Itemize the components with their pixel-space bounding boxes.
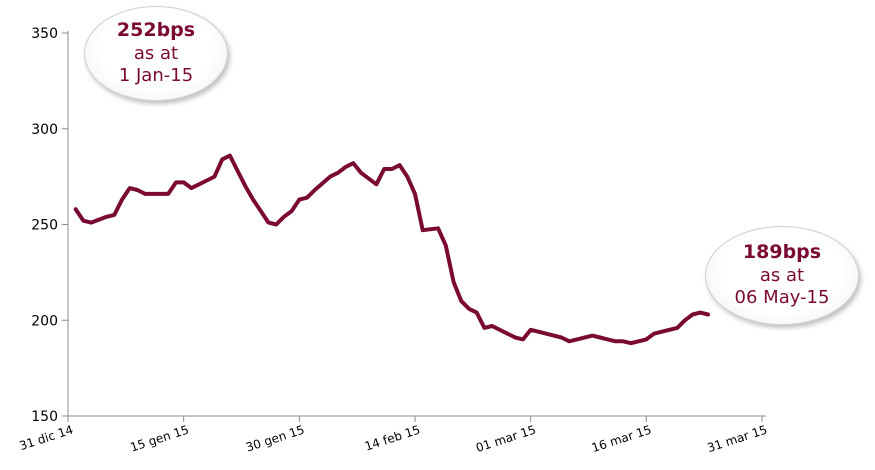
data-point [313,189,316,192]
data-point [437,227,440,230]
x-tick-label: 01 mar 15 [474,423,537,456]
data-point [506,332,509,335]
data-point [653,332,656,335]
data-point [336,171,339,174]
x-tick-label: 31 mar 15 [705,423,768,456]
data-point [468,307,471,310]
data-point [329,175,332,178]
x-tick-label: 15 gen 15 [128,423,190,455]
series-line [73,153,710,346]
data-point [275,223,278,226]
y-tick-label: 200 [31,313,58,329]
data-point [406,175,409,178]
data-point [190,187,193,190]
data-point [290,210,293,213]
data-point [128,187,131,190]
data-point [90,221,93,224]
data-point [213,175,216,178]
data-point [575,338,578,341]
data-point [144,192,147,195]
data-point [660,330,663,333]
data-point [198,183,201,186]
data-point [159,192,162,195]
y-tick-label: 250 [31,218,58,234]
data-point [267,221,270,224]
data-point [622,340,625,343]
axes [67,31,766,417]
data-point [614,340,617,343]
data-point [475,311,478,314]
x-tick-label: 14 feb 15 [363,423,422,454]
data-point [306,196,309,199]
data-point [113,213,116,216]
y-axis-ticks: 150 200 250 300 350 [31,26,68,425]
data-point [514,336,517,339]
data-point [105,215,108,218]
x-tick-label: 16 mar 15 [590,423,653,456]
x-axis-ticks: 31 dic 14 15 gen 15 30 gen 15 14 feb 15 01 m… [18,416,769,455]
data-point [252,198,255,201]
end-callout: 189bps as at 06 May-15 [705,226,859,325]
data-point [175,181,178,184]
data-point [121,198,124,201]
end-callout-line2: 06 May-15 [734,287,830,309]
data-point [298,198,301,201]
data-point [537,330,540,333]
start-callout-value: 252bps [116,19,196,42]
plot-area [73,153,710,346]
data-point [236,169,239,172]
data-point [529,328,532,331]
data-point [699,311,702,314]
data-point [375,183,378,186]
data-point [82,219,85,222]
data-point [676,326,679,329]
data-point [74,208,77,211]
data-point [352,162,355,165]
data-point [390,168,393,171]
start-callout: 252bps as at 1 Jan-15 [84,6,228,101]
data-point [599,336,602,339]
end-callout-value: 189bps [742,241,822,264]
end-callout-line1: as at [759,264,805,286]
data-point [683,319,686,322]
data-point [707,313,710,316]
data-point [221,158,224,161]
data-point [629,342,632,345]
data-point [645,338,648,341]
data-point [483,326,486,329]
data-point [344,166,347,169]
data-point [452,281,455,284]
y-tick-label: 150 [31,409,58,425]
data-point [398,164,401,167]
data-point [568,340,571,343]
data-point [491,325,494,328]
data-point [167,192,170,195]
data-point [460,300,463,303]
data-point [228,154,231,157]
data-point [282,215,285,218]
start-callout-line1: as at [133,42,179,64]
data-point [205,179,208,182]
data-point [691,313,694,316]
y-tick-label: 350 [31,26,58,42]
x-tick-label: 31 dic 14 [18,423,75,454]
data-point [522,338,525,341]
data-point [591,334,594,337]
data-point [444,244,447,247]
y-tick-label: 300 [31,122,58,138]
data-point [383,168,386,171]
data-point [244,185,247,188]
x-tick-label: 30 gen 15 [244,423,306,455]
data-point [136,189,139,192]
data-point [606,338,609,341]
data-point [560,336,563,339]
data-point [414,192,417,195]
data-point [552,334,555,337]
data-point [360,171,363,174]
start-callout-line2: 1 Jan-15 [118,65,194,87]
data-point [182,181,185,184]
data-point [421,229,424,232]
